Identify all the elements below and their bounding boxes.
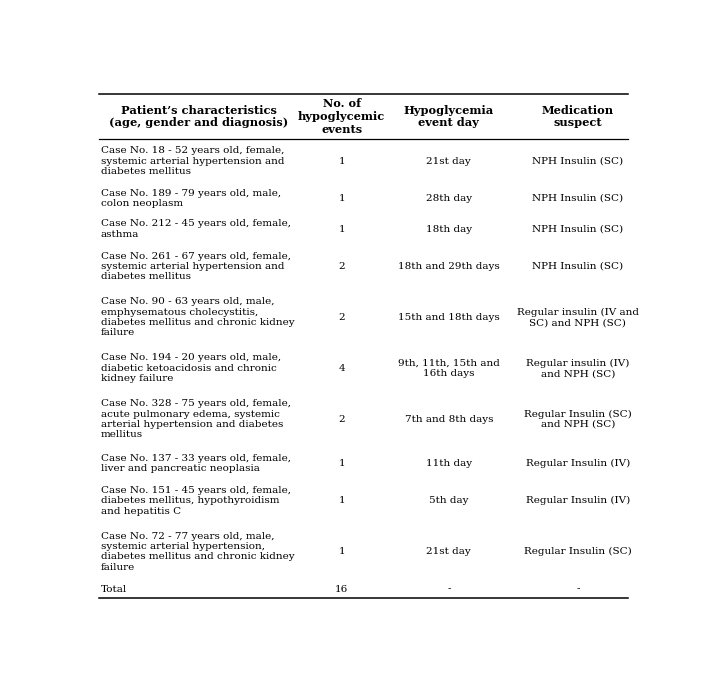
Text: 7th and 8th days: 7th and 8th days bbox=[405, 414, 493, 424]
Text: 16: 16 bbox=[335, 584, 348, 593]
Text: 4: 4 bbox=[338, 364, 345, 373]
Text: 1: 1 bbox=[338, 496, 345, 506]
Text: Case No. 151 - 45 years old, female,
diabetes mellitus, hypothyroidism
and hepat: Case No. 151 - 45 years old, female, dia… bbox=[101, 486, 291, 516]
Text: 18th day: 18th day bbox=[425, 225, 472, 234]
Text: Case No. 137 - 33 years old, female,
liver and pancreatic neoplasia: Case No. 137 - 33 years old, female, liv… bbox=[101, 453, 291, 473]
Text: Case No. 194 - 20 years old, male,
diabetic ketoacidosis and chronic
kidney fail: Case No. 194 - 20 years old, male, diabe… bbox=[101, 353, 281, 383]
Text: 18th and 29th days: 18th and 29th days bbox=[398, 262, 500, 271]
Text: 1: 1 bbox=[338, 157, 345, 166]
Text: 2: 2 bbox=[338, 313, 345, 322]
Text: 11th day: 11th day bbox=[425, 459, 472, 468]
Text: Case No. 72 - 77 years old, male,
systemic arterial hypertension,
diabetes melli: Case No. 72 - 77 years old, male, system… bbox=[101, 532, 294, 572]
Text: Case No. 18 - 52 years old, female,
systemic arterial hypertension and
diabetes : Case No. 18 - 52 years old, female, syst… bbox=[101, 147, 284, 176]
Text: 15th and 18th days: 15th and 18th days bbox=[398, 313, 500, 322]
Text: Case No. 189 - 79 years old, male,
colon neoplasm: Case No. 189 - 79 years old, male, colon… bbox=[101, 189, 281, 208]
Text: Hypoglycemia
event day: Hypoglycemia event day bbox=[403, 105, 494, 128]
Text: 9th, 11th, 15th and
16th days: 9th, 11th, 15th and 16th days bbox=[398, 358, 500, 378]
Text: 21st day: 21st day bbox=[426, 547, 471, 556]
Text: Regular Insulin (IV): Regular Insulin (IV) bbox=[526, 496, 630, 506]
Text: 1: 1 bbox=[338, 547, 345, 556]
Text: 2: 2 bbox=[338, 414, 345, 424]
Text: -: - bbox=[447, 584, 450, 593]
Text: 5th day: 5th day bbox=[429, 496, 469, 506]
Text: No. of
hypoglycemic
events: No. of hypoglycemic events bbox=[298, 98, 385, 135]
Text: Patient’s characteristics
(age, gender and diagnosis): Patient’s characteristics (age, gender a… bbox=[109, 105, 289, 128]
Text: Case No. 212 - 45 years old, female,
asthma: Case No. 212 - 45 years old, female, ast… bbox=[101, 219, 291, 239]
Text: 1: 1 bbox=[338, 225, 345, 234]
Text: 21st day: 21st day bbox=[426, 157, 471, 166]
Text: Regular Insulin (SC): Regular Insulin (SC) bbox=[524, 547, 632, 556]
Text: Regular Insulin (IV): Regular Insulin (IV) bbox=[526, 459, 630, 468]
Text: 2: 2 bbox=[338, 262, 345, 271]
Text: Case No. 90 - 63 years old, male,
emphysematous cholecystitis,
diabetes mellitus: Case No. 90 - 63 years old, male, emphys… bbox=[101, 297, 294, 338]
Text: -: - bbox=[576, 584, 580, 593]
Text: NPH Insulin (SC): NPH Insulin (SC) bbox=[532, 194, 623, 203]
Text: Case No. 261 - 67 years old, female,
systemic arterial hypertension and
diabetes: Case No. 261 - 67 years old, female, sys… bbox=[101, 251, 291, 282]
Text: Regular insulin (IV and
SC) and NPH (SC): Regular insulin (IV and SC) and NPH (SC) bbox=[517, 308, 639, 327]
Text: Regular Insulin (SC)
and NPH (SC): Regular Insulin (SC) and NPH (SC) bbox=[524, 410, 632, 429]
Text: Medication
suspect: Medication suspect bbox=[542, 105, 614, 128]
Text: NPH Insulin (SC): NPH Insulin (SC) bbox=[532, 157, 623, 166]
Text: 28th day: 28th day bbox=[425, 194, 472, 203]
Text: Regular insulin (IV)
and NPH (SC): Regular insulin (IV) and NPH (SC) bbox=[526, 358, 630, 378]
Text: Total: Total bbox=[101, 584, 127, 593]
Text: Case No. 328 - 75 years old, female,
acute pulmonary edema, systemic
arterial hy: Case No. 328 - 75 years old, female, acu… bbox=[101, 399, 291, 439]
Text: 1: 1 bbox=[338, 459, 345, 468]
Text: NPH Insulin (SC): NPH Insulin (SC) bbox=[532, 262, 623, 271]
Text: NPH Insulin (SC): NPH Insulin (SC) bbox=[532, 225, 623, 234]
Text: 1: 1 bbox=[338, 194, 345, 203]
